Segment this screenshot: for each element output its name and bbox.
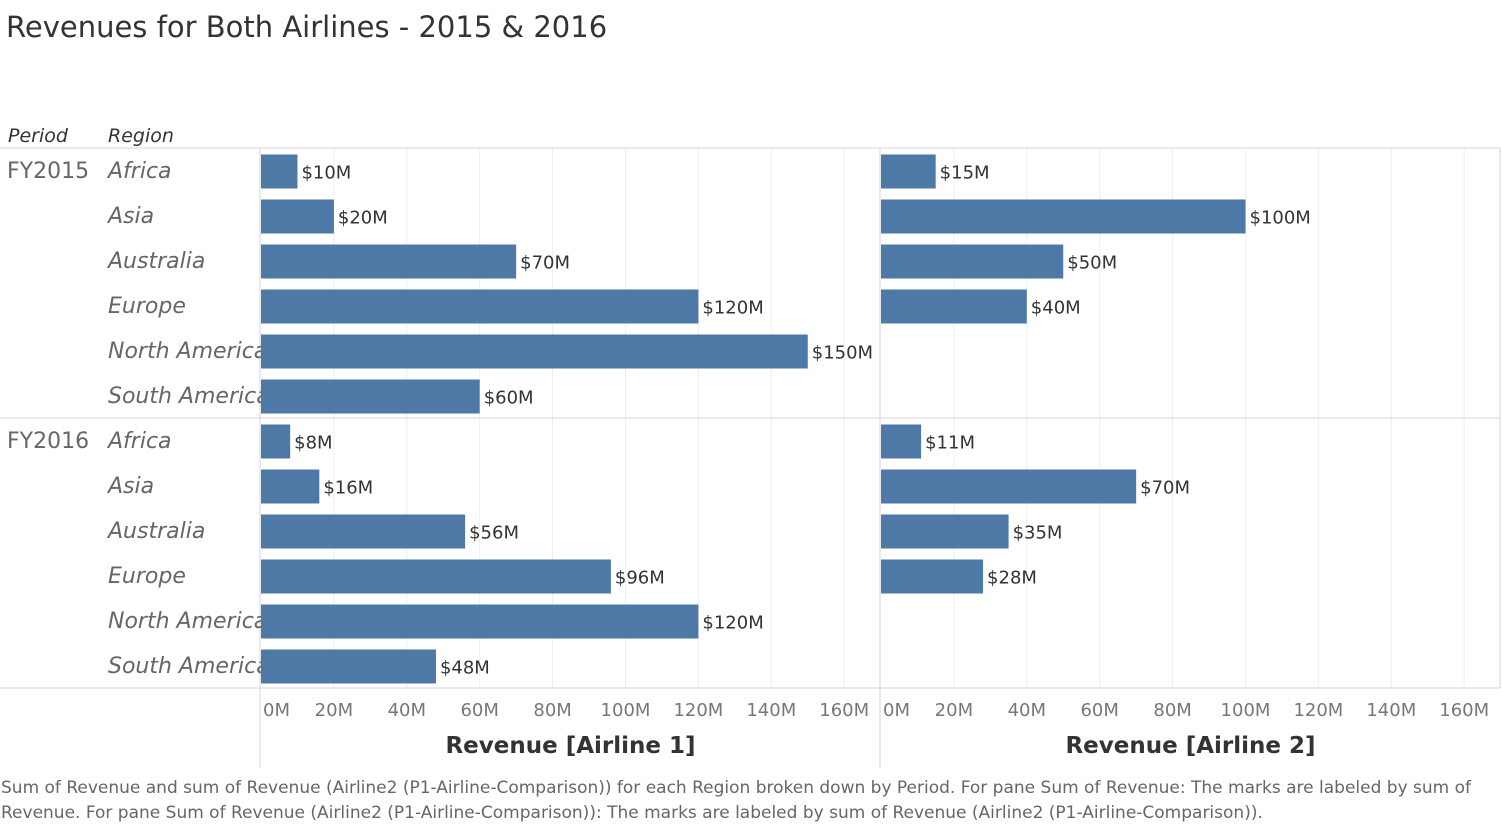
bar xyxy=(881,514,1009,549)
x-tick-label: 100M xyxy=(601,700,651,721)
x-tick-label: 120M xyxy=(673,700,723,721)
x-axis-title: Revenue [Airline 1] xyxy=(445,733,695,759)
x-tick-label: 0M xyxy=(883,700,910,721)
chart-frame xyxy=(0,147,1501,768)
period-label: FY2015 xyxy=(7,159,89,184)
period-header: Period xyxy=(8,125,69,147)
x-tick-label: 60M xyxy=(460,700,498,721)
bar-value-label: $70M xyxy=(1140,478,1190,499)
bar-value-label: $50M xyxy=(1067,253,1117,274)
bar xyxy=(881,154,936,189)
region-header: Region xyxy=(108,125,174,147)
region-label: Europe xyxy=(108,564,186,589)
bar xyxy=(881,244,1064,279)
bar xyxy=(261,649,436,684)
bar xyxy=(261,244,517,279)
bar-value-label: $28M xyxy=(987,568,1037,589)
x-tick-label: 100M xyxy=(1221,700,1271,721)
bar xyxy=(881,559,984,594)
bar-value-label: $60M xyxy=(484,388,534,409)
data-labels: $10M $20M $70M $120M $150M $60M $8M $16M $56M $96… xyxy=(294,163,1311,679)
bar-value-label: $120M xyxy=(702,613,763,634)
bar-value-label: $100M xyxy=(1250,208,1311,229)
x-tick-label: 160M xyxy=(1439,700,1489,721)
bar-value-label: $48M xyxy=(440,658,490,679)
x-tick-label: 20M xyxy=(315,700,353,721)
region-label: Asia xyxy=(106,204,154,229)
x-tick-label: 0M xyxy=(263,700,290,721)
bar-value-label: $20M xyxy=(338,208,388,229)
bar-value-label: $120M xyxy=(702,298,763,319)
bar-value-label: $150M xyxy=(812,343,873,364)
x-tick-label: 80M xyxy=(1153,700,1191,721)
bar-value-label: $40M xyxy=(1031,298,1081,319)
region-label: Africa xyxy=(106,159,172,184)
bar xyxy=(261,154,298,189)
bar-value-label: $15M xyxy=(940,163,990,184)
x-tick-label: 80M xyxy=(533,700,571,721)
bar-value-label: $8M xyxy=(294,433,332,454)
bar xyxy=(881,424,922,459)
bar-value-label: $96M xyxy=(615,568,665,589)
bar xyxy=(261,334,808,369)
bar-value-label: $11M xyxy=(925,433,975,454)
bar-value-label: $16M xyxy=(323,478,373,499)
bar-chart: Period Region FY2015 Africa Asia Australia E… xyxy=(0,125,1501,768)
x-tick-label: 20M xyxy=(935,700,973,721)
bar xyxy=(881,289,1027,324)
period-label: FY2016 xyxy=(7,429,89,454)
bar xyxy=(261,379,480,414)
region-label: North America xyxy=(108,609,267,634)
bar xyxy=(261,604,699,639)
bar xyxy=(261,559,611,594)
bar xyxy=(261,199,334,234)
region-label: Australia xyxy=(106,519,205,544)
bar xyxy=(261,469,320,504)
region-label: Australia xyxy=(106,249,205,274)
bar xyxy=(881,199,1246,234)
region-label: Africa xyxy=(106,429,172,454)
region-label: Europe xyxy=(108,294,186,319)
region-label: North America xyxy=(108,339,267,364)
axes: 0M 20M 40M 60M 80M 100M 120M 140M 160M Revenue [A… xyxy=(263,700,1489,759)
x-tick-label: 160M xyxy=(819,700,869,721)
bar-value-label: $10M xyxy=(301,163,351,184)
region-label: South America xyxy=(108,654,270,679)
bar-value-label: $70M xyxy=(520,253,570,274)
region-label: South America xyxy=(108,384,270,409)
bar xyxy=(261,514,466,549)
chart-caption: Sum of Revenue and sum of Revenue (Airli… xyxy=(1,778,1472,823)
bar-value-label: $35M xyxy=(1013,523,1063,544)
bar xyxy=(261,289,699,324)
row-labels: FY2015 Africa Asia Australia Europe North Ame… xyxy=(7,159,270,679)
x-tick-label: 40M xyxy=(388,700,426,721)
bar xyxy=(881,469,1137,504)
x-tick-label: 120M xyxy=(1293,700,1343,721)
x-tick-label: 60M xyxy=(1080,700,1118,721)
x-tick-label: 140M xyxy=(1366,700,1416,721)
x-axis-title: Revenue [Airline 2] xyxy=(1065,733,1315,759)
chart-title: Revenues for Both Airlines - 2015 & 2016 xyxy=(6,10,608,44)
bar-value-label: $56M xyxy=(469,523,519,544)
region-label: Asia xyxy=(106,474,154,499)
x-tick-label: 140M xyxy=(746,700,796,721)
x-tick-label: 40M xyxy=(1008,700,1046,721)
bars xyxy=(261,154,1246,684)
bar xyxy=(261,424,291,459)
